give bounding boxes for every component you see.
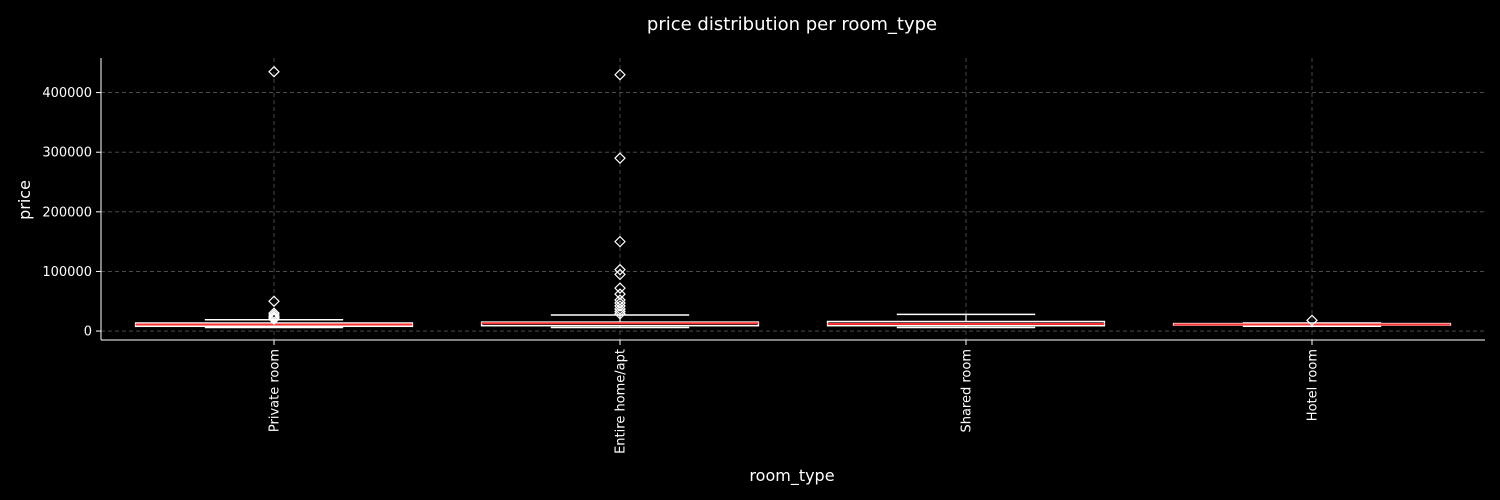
outlier-point [614, 307, 626, 320]
outlier-point [268, 65, 280, 78]
y-tick-label: 300000 [42, 146, 92, 161]
y-tick-label: 100000 [42, 265, 92, 280]
axes-layer [100, 58, 1485, 341]
outlier-point [614, 288, 626, 300]
outlier-point [268, 295, 280, 308]
outlier-point [1306, 314, 1318, 327]
y-tick-label: 0 [84, 325, 92, 340]
outlier-point [614, 152, 626, 165]
outlier-point [614, 263, 626, 276]
x-tick-label: Hotel room [1306, 349, 1321, 421]
box-group-shared-room [826, 313, 1106, 329]
x-tick-label: Entire home/apt [614, 349, 629, 454]
outlier-point [614, 68, 626, 81]
x-tick-label: Shared room [960, 349, 975, 433]
outlier-point [268, 307, 280, 320]
outlier-point [614, 305, 626, 318]
y-tick-label: 400000 [42, 86, 92, 101]
outlier-point [614, 268, 626, 281]
x-axis-label: room_type [749, 466, 834, 486]
box-group-entire-home-apt [480, 314, 760, 329]
outliers-layer [268, 65, 1318, 327]
x-tick-label: Private room [268, 349, 283, 432]
chart-title: price distribution per room_type [647, 14, 937, 35]
outlier-point [614, 235, 626, 248]
outlier-point [614, 282, 626, 294]
outlier-point [614, 294, 626, 306]
outlier-point [268, 309, 280, 321]
ticks-layer: 0 100000 200000 300000 400000 Private room Ent… [42, 86, 1320, 454]
y-tick-label: 200000 [42, 205, 92, 220]
y-axis-label: price [15, 180, 34, 220]
